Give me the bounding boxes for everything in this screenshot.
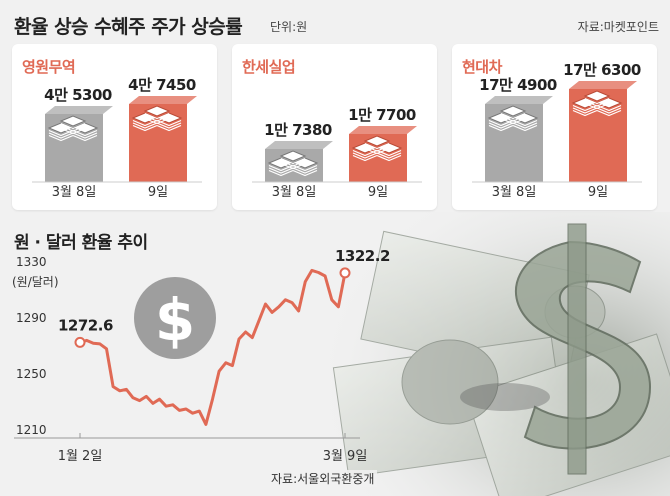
- category-label: 9일: [148, 185, 168, 200]
- bar-value-label: 17만 4900: [479, 76, 557, 94]
- stock-card-3: 17만 4900 3월 8일 17만 6300 9일 현대차: [452, 44, 657, 210]
- svg-text:$: $: [155, 286, 195, 354]
- bar-top-face: [569, 81, 637, 89]
- page-title: 환율 상승 수혜주 주가 상승률: [14, 16, 243, 38]
- unit-label: 단위:원: [270, 20, 308, 34]
- y-tick-label: 1250: [16, 367, 47, 381]
- stock-card-2: 1만 7380 3월 8일 1만 7700 9일 한세실업: [232, 44, 437, 210]
- bar-top-face: [349, 126, 417, 134]
- line-chart-title: 원 · 달러 환율 추이: [14, 233, 148, 253]
- money-bundle-icon: [571, 90, 623, 117]
- dollar-bills-photo: [330, 212, 670, 496]
- money-bundle-icon: [131, 105, 183, 132]
- bar-top-face: [129, 96, 197, 104]
- series-line: [79, 268, 347, 426]
- card-title: 한세실업: [242, 58, 296, 76]
- bar-chart-2: 1만 7380 3월 8일 1만 7700 9일: [252, 106, 422, 200]
- bar-chart-1: 4만 5300 3월 8일 4만 7450 9일: [32, 76, 202, 200]
- source-label: 자료:마켓포인트: [577, 20, 659, 34]
- category-label: 9일: [368, 185, 388, 200]
- y-tick-label: 1330: [16, 255, 47, 269]
- y-axis-label: (원/달러): [12, 275, 59, 289]
- bar-value-label: 17만 6300: [563, 61, 641, 79]
- start-point: [74, 336, 86, 348]
- bar-value-label: 1만 7380: [264, 121, 332, 139]
- stock-card-1: 4만 5300 3월 8일 4만 7450 9일 영원무역: [12, 44, 217, 210]
- x-tick-label: 3월 9일: [323, 449, 368, 464]
- dollar-sign-sculpture: [460, 223, 652, 475]
- card-title: 영원무역: [22, 58, 76, 76]
- card-title: 현대차: [462, 58, 502, 76]
- category-label: 9일: [588, 185, 608, 200]
- money-bundle-icon: [47, 115, 99, 142]
- bar-chart-3: 17만 4900 3월 8일 17만 6300 9일: [472, 61, 642, 200]
- bar-value-label: 1만 7700: [348, 106, 416, 124]
- dollar-coin-icon: $: [134, 277, 216, 359]
- bar-top-face: [45, 106, 113, 114]
- header: 환율 상승 수혜주 주가 상승률 단위:원 자료:마켓포인트: [14, 8, 659, 38]
- money-bundle-icon: [267, 150, 319, 177]
- x-tick-label: 1월 2일: [58, 449, 103, 464]
- y-tick-label: 1290: [16, 311, 47, 325]
- bar-top-face: [485, 96, 553, 104]
- end-value-label: 1322.2: [335, 247, 390, 265]
- bar-value-label: 4만 5300: [44, 86, 112, 104]
- bar-value-label: 4만 7450: [128, 76, 196, 94]
- category-label: 3월 8일: [492, 185, 537, 200]
- line-source-label: 자료:서울외국환중개: [268, 470, 378, 487]
- money-bundle-icon: [351, 135, 403, 162]
- bar-top-face: [265, 141, 333, 149]
- category-label: 3월 8일: [52, 185, 97, 200]
- category-label: 3월 8일: [272, 185, 317, 200]
- money-bundle-icon: [487, 105, 539, 132]
- start-value-label: 1272.6: [58, 316, 113, 334]
- y-tick-label: 1210: [16, 423, 47, 437]
- end-point: [339, 267, 351, 279]
